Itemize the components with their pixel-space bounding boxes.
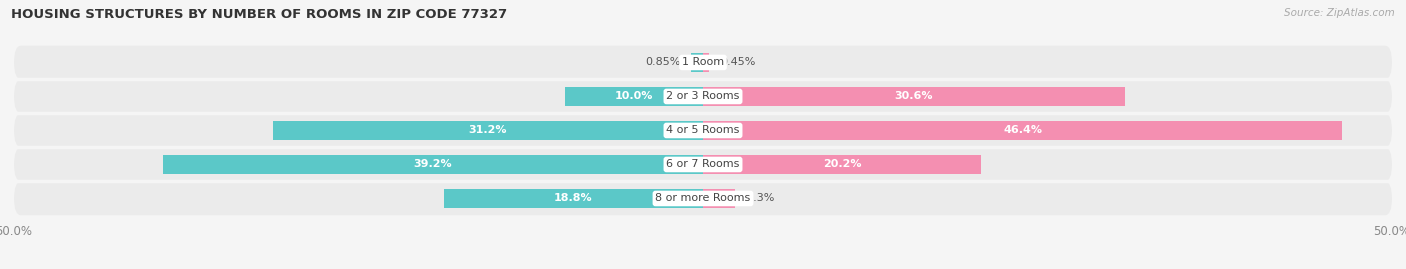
Bar xyxy=(703,53,709,72)
Text: 18.8%: 18.8% xyxy=(554,193,593,203)
FancyBboxPatch shape xyxy=(14,148,1392,181)
FancyBboxPatch shape xyxy=(14,80,1392,113)
Bar xyxy=(692,53,703,72)
Text: 2.3%: 2.3% xyxy=(745,193,775,203)
Text: 10.0%: 10.0% xyxy=(614,91,654,101)
Bar xyxy=(703,121,1343,140)
Bar xyxy=(444,189,703,208)
Text: 6 or 7 Rooms: 6 or 7 Rooms xyxy=(666,160,740,169)
Bar xyxy=(163,155,703,174)
FancyBboxPatch shape xyxy=(14,114,1392,147)
FancyBboxPatch shape xyxy=(14,182,1392,215)
Bar xyxy=(703,189,735,208)
FancyBboxPatch shape xyxy=(14,46,1392,79)
Text: 2 or 3 Rooms: 2 or 3 Rooms xyxy=(666,91,740,101)
Text: 31.2%: 31.2% xyxy=(468,125,508,136)
Text: 0.45%: 0.45% xyxy=(720,58,755,68)
Text: 4 or 5 Rooms: 4 or 5 Rooms xyxy=(666,125,740,136)
Text: 20.2%: 20.2% xyxy=(823,160,862,169)
Text: 39.2%: 39.2% xyxy=(413,160,453,169)
Text: 0.85%: 0.85% xyxy=(645,58,681,68)
Text: 46.4%: 46.4% xyxy=(1002,125,1042,136)
Bar xyxy=(703,155,981,174)
Text: 1 Room: 1 Room xyxy=(682,58,724,68)
Text: HOUSING STRUCTURES BY NUMBER OF ROOMS IN ZIP CODE 77327: HOUSING STRUCTURES BY NUMBER OF ROOMS IN… xyxy=(11,8,508,21)
Text: Source: ZipAtlas.com: Source: ZipAtlas.com xyxy=(1284,8,1395,18)
Bar xyxy=(703,87,1125,106)
Text: 8 or more Rooms: 8 or more Rooms xyxy=(655,193,751,203)
Text: 30.6%: 30.6% xyxy=(894,91,934,101)
Bar xyxy=(565,87,703,106)
Bar xyxy=(273,121,703,140)
